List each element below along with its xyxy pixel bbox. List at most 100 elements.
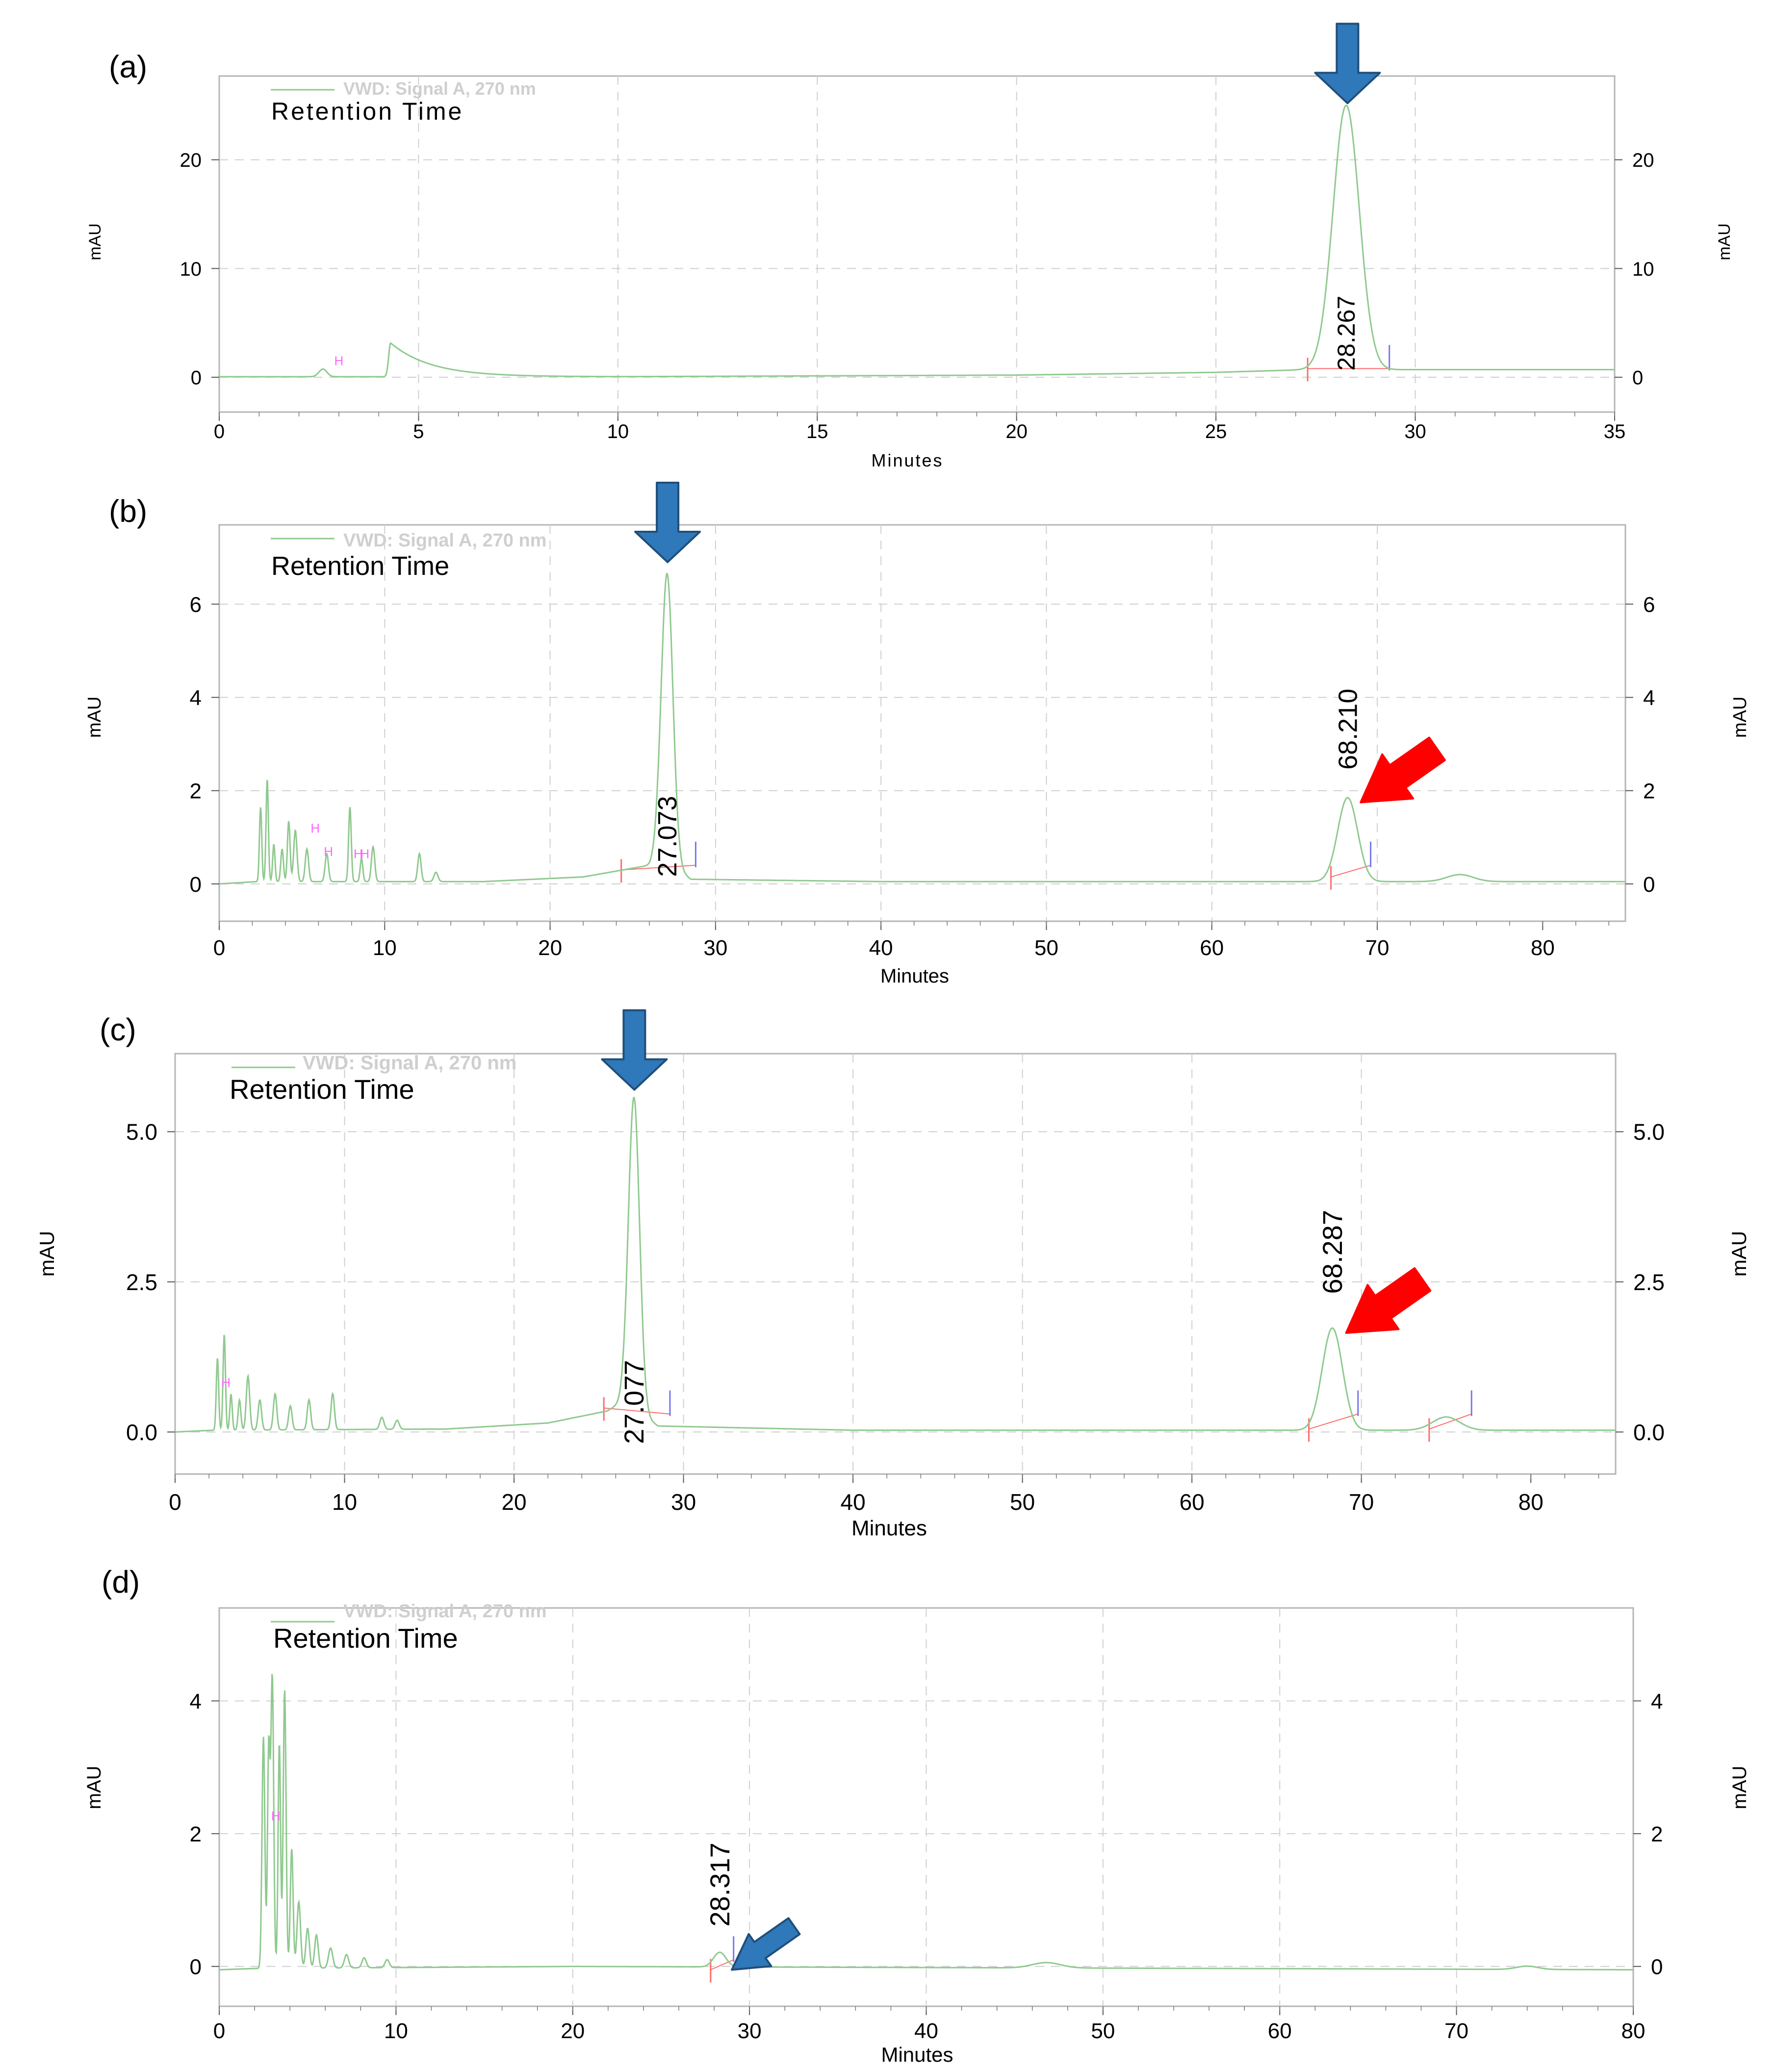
integration-baseline xyxy=(1429,1413,1472,1430)
panel-b: (b) 0 10 20 30 40 50 60 70 800 02 24 46 6HH HH 27.0736… xyxy=(84,482,1750,987)
panel-c-legend: VWD: Signal A, 270 nm xyxy=(303,1052,516,1074)
panel-a-xlabel: Minutes xyxy=(871,450,943,470)
panel-a-label: (a) xyxy=(109,49,147,84)
x-tick-label: 80 xyxy=(1621,2019,1646,2043)
panel-d-legend: VWD: Signal A, 270 nm xyxy=(343,1601,547,1622)
panel-a-annotation: Retention Time xyxy=(271,98,463,125)
y-tick-label-left: 0 xyxy=(191,367,202,388)
x-tick-label: 30 xyxy=(738,2019,762,2043)
plot-frame xyxy=(218,1607,1634,2007)
x-tick-label: 10 xyxy=(607,421,629,442)
y-tick-label-right: 2 xyxy=(1643,779,1655,803)
plot-frame xyxy=(174,1053,1617,1475)
panel-b-label: (b) xyxy=(109,493,147,529)
y-tick-label-right: 5.0 xyxy=(1633,1119,1665,1145)
y-tick-label-right: 4 xyxy=(1651,1689,1663,1713)
blue-arrow-icon xyxy=(634,482,701,563)
panel-d-xlabel: Minutes xyxy=(881,2043,953,2066)
peak-marker: H xyxy=(354,847,363,861)
x-tick-label: 40 xyxy=(914,2019,938,2043)
panel-b-ylabel-right: mAU xyxy=(1730,697,1750,738)
red-arrow-icon xyxy=(1345,1267,1432,1334)
x-tick-label: 0 xyxy=(169,1489,181,1515)
panel-a-plot: 0 5 10 15 20 25 30 35 0 0 10 10 20 20 H 28.267 xyxy=(180,23,1654,442)
integration-baseline xyxy=(710,1959,734,1970)
x-tick-label: 0 xyxy=(213,936,225,960)
y-tick-label-left: 10 xyxy=(180,259,202,280)
x-tick-label: 20 xyxy=(538,936,562,960)
blue-arrow-icon xyxy=(601,1009,668,1091)
panel-a: (a) 0 5 10 15 20 25 30 35 0 0 10 10 20 20 H 28.267 VWD:… xyxy=(86,23,1734,470)
x-tick-label: 70 xyxy=(1444,2019,1468,2043)
integration-baseline xyxy=(1309,1413,1359,1430)
x-tick-label: 30 xyxy=(703,936,727,960)
x-tick-label: 60 xyxy=(1200,936,1224,960)
chromatogram-trace xyxy=(219,1674,1633,1971)
x-tick-label: 30 xyxy=(671,1489,696,1515)
peak-retention-label: 68.287 xyxy=(1317,1210,1348,1294)
panel-c: (c) 0 10 20 30 40 50 60 70 80 0.0 0.0 2.5 2.5 5.0 5.0 H… xyxy=(35,1009,1750,1540)
y-tick-label-left: 4 xyxy=(190,686,202,710)
x-tick-label: 25 xyxy=(1205,421,1227,442)
x-tick-label: 0 xyxy=(213,2019,225,2043)
x-tick-label: 5 xyxy=(413,421,424,442)
peak-retention-label: 28.267 xyxy=(1333,296,1360,371)
panel-c-annotation: Retention Time xyxy=(230,1074,414,1105)
panel-b-annotation: Retention Time xyxy=(271,551,449,581)
peak-retention-label: 28.317 xyxy=(704,1842,735,1926)
peak-marker: H xyxy=(334,354,343,368)
panel-c-ylabel-right: mAU xyxy=(1727,1231,1750,1276)
chromatogram-trace xyxy=(219,572,1625,885)
y-tick-label-right: 0.0 xyxy=(1633,1420,1665,1445)
x-tick-label: 40 xyxy=(869,936,893,960)
y-tick-label-left: 2 xyxy=(190,1822,202,1846)
x-tick-label: 50 xyxy=(1034,936,1058,960)
x-tick-label: 60 xyxy=(1180,1489,1205,1515)
panel-d-ylabel-right: mAU xyxy=(1729,1766,1750,1810)
panel-a-ylabel-left: mAU xyxy=(86,223,104,260)
y-tick-label-right: 6 xyxy=(1643,593,1655,617)
panel-d-label: (d) xyxy=(102,1564,140,1600)
panel-d-plot: 0 10 20 30 40 50 60 70 80 0 0 2 2 4 4 H 28.317 xyxy=(190,1607,1663,2043)
x-tick-label: 50 xyxy=(1010,1489,1035,1515)
chromatogram-trace xyxy=(175,1097,1616,1433)
x-tick-label: 60 xyxy=(1268,2019,1292,2043)
x-tick-label: 15 xyxy=(806,421,828,442)
y-tick-label-left: 20 xyxy=(180,150,202,171)
x-tick-label: 20 xyxy=(1005,421,1028,442)
x-tick-label: 20 xyxy=(501,1489,526,1515)
panel-a-ylabel-right: mAU xyxy=(1715,223,1734,260)
y-tick-label-right: 0 xyxy=(1651,1955,1663,1979)
peak-marker: H xyxy=(310,821,320,835)
chromatogram-trace xyxy=(219,104,1615,378)
y-tick-label-left: 5.0 xyxy=(126,1119,157,1145)
peak-marker: H xyxy=(324,844,333,859)
x-tick-label: 0 xyxy=(214,421,225,442)
red-arrow-icon xyxy=(1360,736,1446,803)
x-tick-label: 80 xyxy=(1518,1489,1543,1515)
plot-frame xyxy=(218,75,1616,413)
panel-b-plot: 0 10 20 30 40 50 60 70 800 02 24 46 6HH HH 27.07368.21… xyxy=(190,482,1655,960)
panel-c-xlabel: Minutes xyxy=(851,1516,927,1540)
x-tick-label: 50 xyxy=(1091,2019,1115,2043)
y-tick-label-left: 2.5 xyxy=(126,1269,157,1295)
x-tick-label: 30 xyxy=(1404,421,1426,442)
y-tick-label-left: 6 xyxy=(190,593,202,617)
x-tick-label: 35 xyxy=(1604,421,1626,442)
x-tick-label: 80 xyxy=(1531,936,1555,960)
y-tick-label-right: 2 xyxy=(1651,1822,1663,1846)
y-tick-label-right: 2.5 xyxy=(1633,1269,1665,1295)
y-tick-label-left: 0 xyxy=(190,873,202,897)
y-tick-label-left: 2 xyxy=(190,779,202,803)
peak-retention-label: 27.077 xyxy=(618,1360,649,1444)
y-tick-label-right: 20 xyxy=(1632,150,1654,171)
y-tick-label-right: 4 xyxy=(1643,686,1655,710)
panel-b-legend: VWD: Signal A, 270 nm xyxy=(343,530,547,551)
panel-d-ylabel-left: mAU xyxy=(83,1766,105,1810)
peak-retention-label: 68.210 xyxy=(1334,689,1363,770)
x-tick-label: 20 xyxy=(561,2019,585,2043)
x-tick-label: 70 xyxy=(1349,1489,1374,1515)
y-tick-label-left: 0.0 xyxy=(126,1420,157,1445)
x-tick-label: 40 xyxy=(841,1489,866,1515)
